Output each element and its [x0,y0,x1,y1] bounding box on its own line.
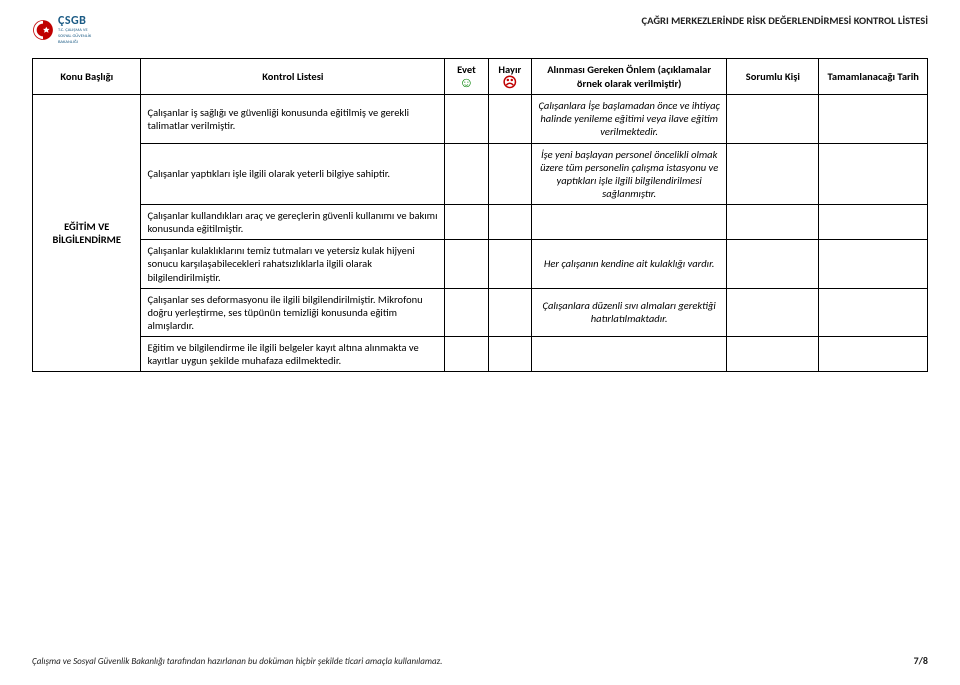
table-row: Eğitim ve bilgilendirme ile ilgili belge… [33,337,928,372]
date-cell [819,205,928,240]
table-row: Çalışanlar kullandıkları araç ve gereçle… [33,205,928,240]
date-cell [819,240,928,288]
logo-block: ÇSGB T.C. ÇALIŞMA VE SOSYAL GÜVENLİK BAK… [32,14,91,46]
date-cell [819,95,928,143]
page: ÇSGB T.C. ÇALIŞMA VE SOSYAL GÜVENLİK BAK… [0,0,960,685]
table-row: Çalışanlar kulaklıklarını temiz tutmalar… [33,240,928,288]
ministry-logo-icon [32,19,54,41]
footer-disclaimer: Çalışma ve Sosyal Güvenlik Bakanlığı tar… [32,656,442,667]
date-cell [819,143,928,205]
table-row: EĞİTİM VE BİLGİLENDİRME Çalışanlar iş sa… [33,95,928,143]
action-cell: Her çalışanın kendine ait kulaklığı vard… [532,240,727,288]
checklist-cell: Eğitim ve bilgilendirme ile ilgili belge… [141,337,445,372]
checklist-cell: Çalışanlar iş sağlığı ve güvenliği konus… [141,95,445,143]
col-action-header: Alınması Gereken Önlem (açıklamalar örne… [532,59,727,95]
col-topic-header: Konu Başlığı [33,59,141,95]
logo-subtext-3: BAKANLIĞI [58,41,91,46]
col-evet-header: Evet ☺ [445,59,488,95]
hayir-cell [488,205,531,240]
evet-cell [445,143,488,205]
logo-main-text: ÇSGB [58,14,91,28]
responsible-cell [727,240,819,288]
responsible-cell [727,205,819,240]
action-cell: Çalışanlara düzenli sıvı almaları gerekt… [532,288,727,336]
table-row: Çalışanlar yaptıkları işle ilgili olarak… [33,143,928,205]
smiley-yes-icon: ☺ [451,76,481,90]
responsible-cell [727,143,819,205]
checklist-cell: Çalışanlar kulaklıklarını temiz tutmalar… [141,240,445,288]
hayir-cell [488,143,531,205]
page-number: 7/8 [914,654,928,667]
hayir-cell [488,95,531,143]
evet-cell [445,337,488,372]
topic-cell: EĞİTİM VE BİLGİLENDİRME [33,95,141,372]
col-checklist-header: Kontrol Listesi [141,59,445,95]
evet-cell [445,240,488,288]
smiley-no-icon: ☹ [495,76,525,90]
hayir-cell [488,240,531,288]
checklist-cell: Çalışanlar yaptıkları işle ilgili olarak… [141,143,445,205]
responsible-cell [727,337,819,372]
col-responsible-header: Sorumlu Kişi [727,59,819,95]
action-cell [532,205,727,240]
evet-cell [445,205,488,240]
hayir-cell [488,337,531,372]
responsible-cell [727,288,819,336]
date-cell [819,337,928,372]
logo-text-wrap: ÇSGB T.C. ÇALIŞMA VE SOSYAL GÜVENLİK BAK… [58,14,91,46]
checklist-cell: Çalışanlar kullandıkları araç ve gereçle… [141,205,445,240]
responsible-cell [727,95,819,143]
action-cell: Çalışanlara İşe başlamadan önce ve ihtiy… [532,95,727,143]
date-cell [819,288,928,336]
col-date-header: Tamamlanacağı Tarih [819,59,928,95]
col-hayir-header: Hayır ☹ [488,59,531,95]
evet-cell [445,288,488,336]
document-title: ÇAĞRI MERKEZLERİNDE RİSK DEĞERLENDİRMESİ… [642,14,928,27]
hayir-cell [488,288,531,336]
checklist-cell: Çalışanlar ses deformasyonu ile ilgili b… [141,288,445,336]
table-header-row: Konu Başlığı Kontrol Listesi Evet ☺ Hayı… [33,59,928,95]
action-cell: İşe yeni başlayan personel öncelikli olm… [532,143,727,205]
footer: Çalışma ve Sosyal Güvenlik Bakanlığı tar… [32,654,928,667]
checklist-table: Konu Başlığı Kontrol Listesi Evet ☺ Hayı… [32,58,928,372]
table-row: Çalışanlar ses deformasyonu ile ilgili b… [33,288,928,336]
action-cell [532,337,727,372]
evet-cell [445,95,488,143]
